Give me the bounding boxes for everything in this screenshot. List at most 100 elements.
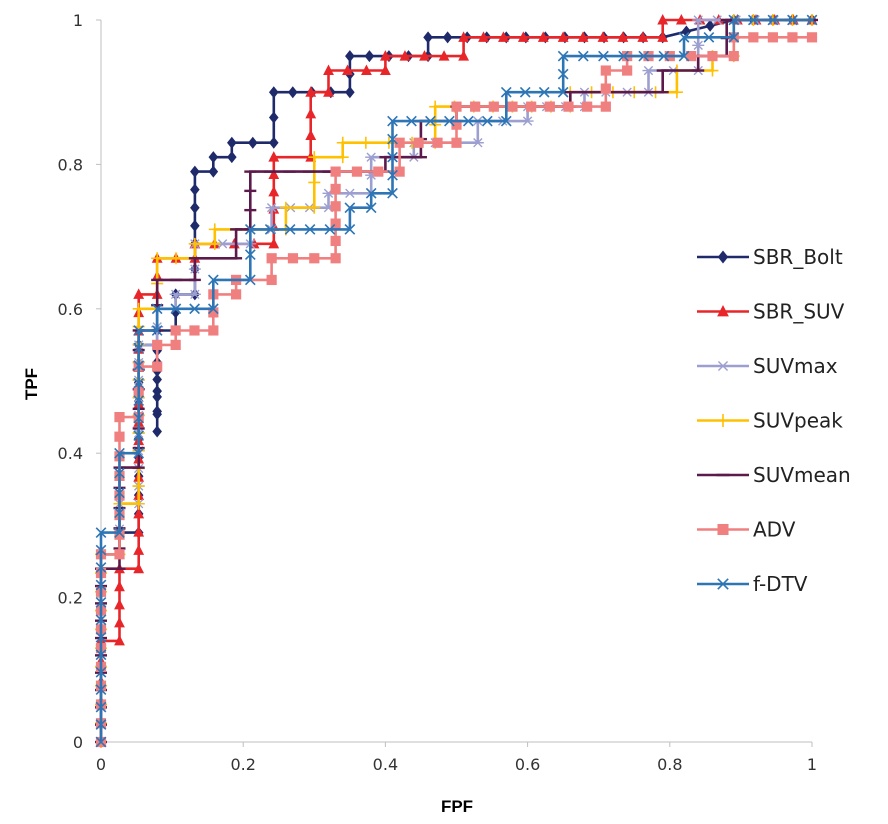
data-point — [152, 405, 162, 418]
data-point — [519, 86, 531, 98]
legend-item-SUVmax: SUVmax — [697, 354, 838, 378]
data-point — [287, 253, 299, 264]
data-point — [444, 115, 455, 127]
data-point — [387, 169, 398, 181]
legend-item-f-DTV: f-DTV — [697, 572, 808, 596]
data-point — [114, 447, 125, 459]
data-point — [132, 497, 145, 510]
data-point — [268, 185, 280, 197]
legend-label: SBR_Bolt — [753, 245, 843, 269]
data-point — [478, 31, 489, 42]
data-point — [266, 274, 277, 286]
data-point — [458, 31, 470, 42]
data-point — [95, 597, 107, 608]
legend-label: SUVpeak — [753, 409, 843, 433]
data-point — [133, 325, 145, 336]
data-point — [266, 253, 277, 264]
data-point — [336, 136, 349, 149]
data-point — [170, 303, 182, 315]
data-point — [330, 201, 341, 212]
data-point — [279, 201, 292, 214]
data-point — [670, 86, 683, 99]
data-point — [728, 14, 740, 26]
data-point — [600, 101, 611, 112]
data-point — [188, 289, 201, 300]
data-point — [716, 360, 730, 372]
data-point — [323, 86, 334, 97]
data-point — [268, 111, 279, 124]
data-point — [208, 223, 221, 236]
data-point — [658, 50, 670, 62]
data-point — [748, 32, 759, 43]
data-point — [387, 151, 398, 163]
data-point — [471, 138, 484, 148]
data-point — [488, 101, 499, 112]
legend-item-SBR_SUV: SBR_SUV — [697, 300, 845, 324]
data-point — [451, 137, 462, 148]
data-point — [152, 361, 163, 372]
series-layer — [95, 14, 818, 748]
data-point — [617, 31, 629, 42]
x-tick-label: 0.8 — [657, 755, 682, 774]
x-tick-label: 0.6 — [515, 755, 540, 774]
data-point — [114, 487, 125, 499]
data-point — [95, 684, 107, 696]
data-point — [305, 86, 317, 97]
data-point — [170, 252, 183, 265]
data-point — [657, 31, 669, 42]
data-point — [114, 529, 125, 540]
data-point — [481, 115, 493, 127]
data-point — [406, 115, 417, 127]
data-point — [500, 115, 512, 127]
data-point — [387, 133, 398, 145]
data-point — [442, 31, 453, 44]
data-point — [394, 166, 405, 177]
legend-label: SUVmax — [753, 354, 838, 378]
data-point — [133, 342, 145, 354]
y-tick-label: 0 — [73, 733, 83, 752]
data-point — [703, 31, 715, 43]
data-point — [597, 31, 609, 42]
legend-label: SBR_SUV — [753, 300, 845, 324]
data-point — [622, 65, 633, 76]
data-point — [152, 425, 162, 438]
data-point — [151, 303, 163, 315]
data-point — [114, 580, 125, 592]
data-point — [190, 201, 200, 214]
data-point — [95, 631, 107, 643]
data-point — [305, 129, 317, 141]
data-point — [517, 31, 529, 42]
data-point — [598, 50, 609, 62]
data-point — [747, 14, 759, 26]
data-point — [681, 25, 692, 38]
data-point — [133, 526, 145, 537]
data-point — [705, 19, 715, 32]
data-point — [132, 480, 145, 493]
y-axis-title: TPF — [22, 368, 41, 400]
data-point — [133, 544, 145, 555]
data-point — [133, 288, 145, 299]
legend-label: SUVmean — [753, 463, 851, 487]
data-point — [304, 224, 316, 235]
data-point — [345, 50, 355, 63]
data-point — [95, 649, 107, 661]
data-point — [538, 86, 550, 98]
data-point — [114, 634, 125, 646]
axes: 0 0.2 0.4 0.6 0.8 1 0 0.2 0.4 0.6 0.8 1 — [58, 11, 818, 774]
series-ADV — [95, 32, 818, 748]
data-point — [638, 50, 650, 62]
data-point — [114, 598, 125, 610]
data-point — [189, 325, 200, 336]
legend-item-SBR_Bolt: SBR_Bolt — [697, 245, 843, 269]
data-point — [190, 183, 200, 196]
legend-item-SUVmean: SUVmean — [697, 463, 851, 487]
legend-label: ADV — [753, 518, 796, 542]
data-point — [133, 412, 145, 424]
data-point — [95, 719, 107, 730]
data-point — [716, 414, 730, 427]
data-point — [264, 224, 276, 235]
data-point — [208, 237, 221, 250]
data-point — [169, 289, 182, 300]
data-point — [359, 136, 372, 149]
x-tick-label: 0.4 — [373, 755, 398, 774]
